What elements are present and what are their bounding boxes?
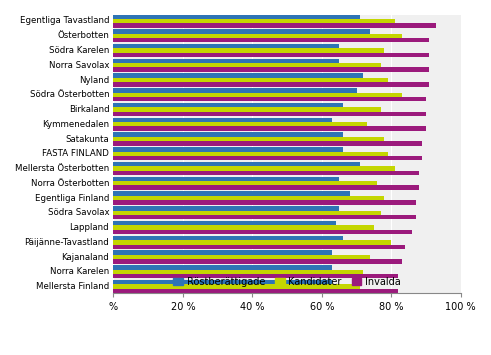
Bar: [113, 82, 430, 87]
Bar: [113, 156, 422, 160]
Bar: [113, 23, 436, 28]
Bar: [113, 67, 430, 72]
Bar: [113, 15, 360, 19]
Bar: [113, 137, 384, 141]
Bar: [113, 152, 388, 156]
Bar: [113, 259, 402, 264]
Bar: [113, 245, 405, 249]
Bar: [113, 112, 426, 116]
Bar: [113, 215, 415, 219]
Bar: [113, 126, 426, 131]
Bar: [113, 147, 343, 152]
Bar: [113, 171, 419, 175]
Bar: [113, 236, 343, 240]
Bar: [113, 103, 343, 107]
Bar: [113, 132, 343, 137]
Bar: [113, 280, 332, 284]
Bar: [113, 274, 398, 278]
Bar: [113, 122, 367, 126]
Bar: [113, 38, 430, 42]
Bar: [113, 162, 360, 166]
Bar: [113, 48, 384, 53]
Bar: [113, 97, 426, 101]
Bar: [113, 141, 422, 146]
Bar: [113, 251, 332, 255]
Bar: [113, 191, 350, 196]
Bar: [113, 200, 415, 204]
Legend: Röstberättigade, Kandidater, Invalda: Röstberättigade, Kandidater, Invalda: [169, 273, 405, 290]
Bar: [113, 221, 336, 225]
Bar: [113, 206, 339, 211]
Bar: [113, 270, 363, 274]
Bar: [113, 181, 378, 186]
Bar: [113, 255, 370, 259]
Bar: [113, 53, 430, 57]
Bar: [113, 78, 388, 82]
Bar: [113, 265, 332, 270]
Bar: [113, 19, 395, 23]
Bar: [113, 59, 339, 63]
Bar: [113, 166, 395, 171]
Bar: [113, 211, 381, 215]
Bar: [113, 63, 381, 67]
Bar: [113, 88, 356, 93]
Bar: [113, 196, 384, 200]
Bar: [113, 289, 398, 293]
Bar: [113, 230, 412, 234]
Bar: [113, 44, 339, 48]
Bar: [113, 225, 374, 230]
Bar: [113, 186, 419, 190]
Bar: [113, 107, 381, 112]
Bar: [113, 33, 402, 38]
Bar: [113, 29, 370, 33]
Bar: [113, 93, 402, 97]
Bar: [113, 240, 391, 245]
Bar: [113, 118, 332, 122]
Bar: [113, 177, 339, 181]
Bar: [113, 73, 363, 78]
Bar: [113, 284, 360, 289]
